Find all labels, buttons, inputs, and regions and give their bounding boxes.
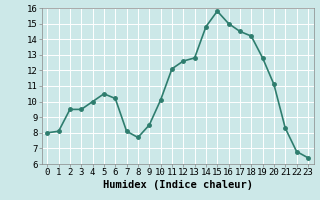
X-axis label: Humidex (Indice chaleur): Humidex (Indice chaleur) (103, 180, 252, 190)
